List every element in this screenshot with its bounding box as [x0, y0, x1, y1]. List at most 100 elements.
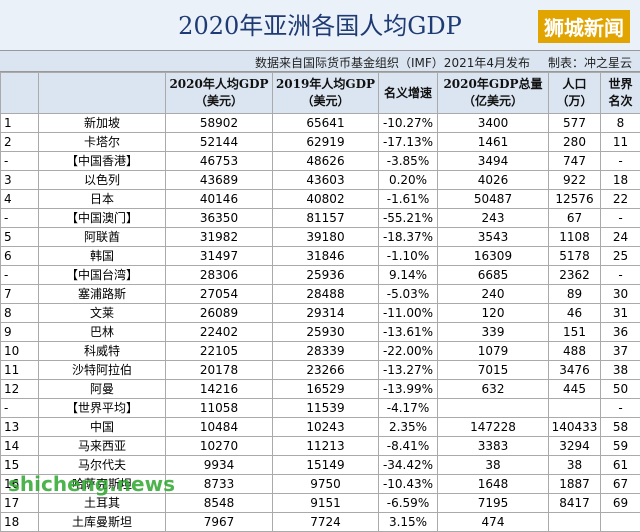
table-cell: 文莱 — [39, 304, 166, 323]
table-cell: 5 — [1, 228, 39, 247]
source: 数据来自国际货币基金组织（IMF）2021年4月发布 — [255, 54, 530, 71]
column-header: 名义增速 — [379, 73, 438, 114]
table-cell: 40146 — [166, 190, 273, 209]
column-header: 2020年GDP总量（亿美元） — [438, 73, 549, 114]
table-cell: 11213 — [273, 437, 379, 456]
header-line: （美元） — [301, 94, 349, 108]
table-cell: -4.17% — [379, 399, 438, 418]
table-cell: 12576 — [549, 190, 601, 209]
table-cell: 1648 — [438, 475, 549, 494]
table-cell: 240 — [438, 285, 549, 304]
table-cell: 【中国香港】 — [39, 152, 166, 171]
table-cell: - — [1, 152, 39, 171]
header-line: （亿美元） — [463, 94, 523, 108]
header-line: （万） — [556, 94, 592, 108]
table-cell: 747 — [549, 152, 601, 171]
table-cell: 9.14% — [379, 266, 438, 285]
table-cell: 243 — [438, 209, 549, 228]
table-cell: -3.85% — [379, 152, 438, 171]
table-cell: 58902 — [166, 114, 273, 133]
table-cell — [601, 513, 640, 532]
table-cell: 58 — [601, 418, 640, 437]
table-cell: 43603 — [273, 171, 379, 190]
table-cell: 3543 — [438, 228, 549, 247]
table-cell: 52144 — [166, 133, 273, 152]
gdp-table: 2020年人均GDP（美元）2019年人均GDP （美元） 名义增速 2020年GDP… — [0, 72, 640, 532]
table-cell: -5.03% — [379, 285, 438, 304]
title-bar: 2020年亚洲各国人均GDP 狮城新闻 — [0, 0, 640, 50]
table-cell: 488 — [549, 342, 601, 361]
table-cell: 31497 — [166, 247, 273, 266]
table-cell: 10 — [1, 342, 39, 361]
table-cell: 【世界平均】 — [39, 399, 166, 418]
header-line: 2019年人均GDP — [276, 77, 375, 91]
header-line: 名次 — [608, 94, 632, 108]
table-cell — [549, 399, 601, 418]
table-cell: 20178 — [166, 361, 273, 380]
table-cell: 8 — [1, 304, 39, 323]
table-cell: 8733 — [166, 475, 273, 494]
table-cell: 3476 — [549, 361, 601, 380]
column-header: 2020年人均GDP（美元） — [166, 73, 273, 114]
table-cell: 沙特阿拉伯 — [39, 361, 166, 380]
table-cell: 中国 — [39, 418, 166, 437]
table-cell: 36350 — [166, 209, 273, 228]
table-cell: 140433 — [549, 418, 601, 437]
table-cell: 147228 — [438, 418, 549, 437]
table-cell: 38 — [601, 361, 640, 380]
table-cell: 59 — [601, 437, 640, 456]
table-cell: 16309 — [438, 247, 549, 266]
source-bar: 数据来自国际货币基金组织（IMF）2021年4月发布 制表：冲之星云 — [0, 50, 640, 72]
header-row: 2020年人均GDP（美元）2019年人均GDP （美元） 名义增速 2020年GDP… — [1, 73, 640, 114]
table-cell: 26089 — [166, 304, 273, 323]
table-cell: -1.61% — [379, 190, 438, 209]
table-cell: 10484 — [166, 418, 273, 437]
table-cell: 4 — [1, 190, 39, 209]
table-cell: 7015 — [438, 361, 549, 380]
table-cell: 29314 — [273, 304, 379, 323]
header-line: 2020年人均GDP — [169, 77, 268, 91]
table-cell: 3294 — [549, 437, 601, 456]
table-cell: 43689 — [166, 171, 273, 190]
table-cell: 30 — [601, 285, 640, 304]
table-cell: 【中国澳门】 — [39, 209, 166, 228]
table-cell — [438, 399, 549, 418]
page: 2020年亚洲各国人均GDP 狮城新闻 数据来自国际货币基金组织（IMF）202… — [0, 0, 640, 500]
table-cell: 马来西亚 — [39, 437, 166, 456]
table-cell: 16529 — [273, 380, 379, 399]
table-cell: 11539 — [273, 399, 379, 418]
header-line: 名义增速 — [384, 86, 432, 100]
table-cell: 2 — [1, 133, 39, 152]
table-cell: 7 — [1, 285, 39, 304]
table-cell: 37 — [601, 342, 640, 361]
table-cell: -55.21% — [379, 209, 438, 228]
table-cell: 27054 — [166, 285, 273, 304]
table-cell: 3 — [1, 171, 39, 190]
table-cell: 1887 — [549, 475, 601, 494]
table-cell: 28306 — [166, 266, 273, 285]
table-cell: -22.00% — [379, 342, 438, 361]
table-cell: 38 — [549, 456, 601, 475]
table-cell: 46753 — [166, 152, 273, 171]
table-cell: 土耳其 — [39, 494, 166, 513]
column-header: 2019年人均GDP （美元） — [273, 73, 379, 114]
table-cell: 新加坡 — [39, 114, 166, 133]
table-cell: 11058 — [166, 399, 273, 418]
table-cell: 8548 — [166, 494, 273, 513]
table-cell: 31 — [601, 304, 640, 323]
table-cell: -10.43% — [379, 475, 438, 494]
